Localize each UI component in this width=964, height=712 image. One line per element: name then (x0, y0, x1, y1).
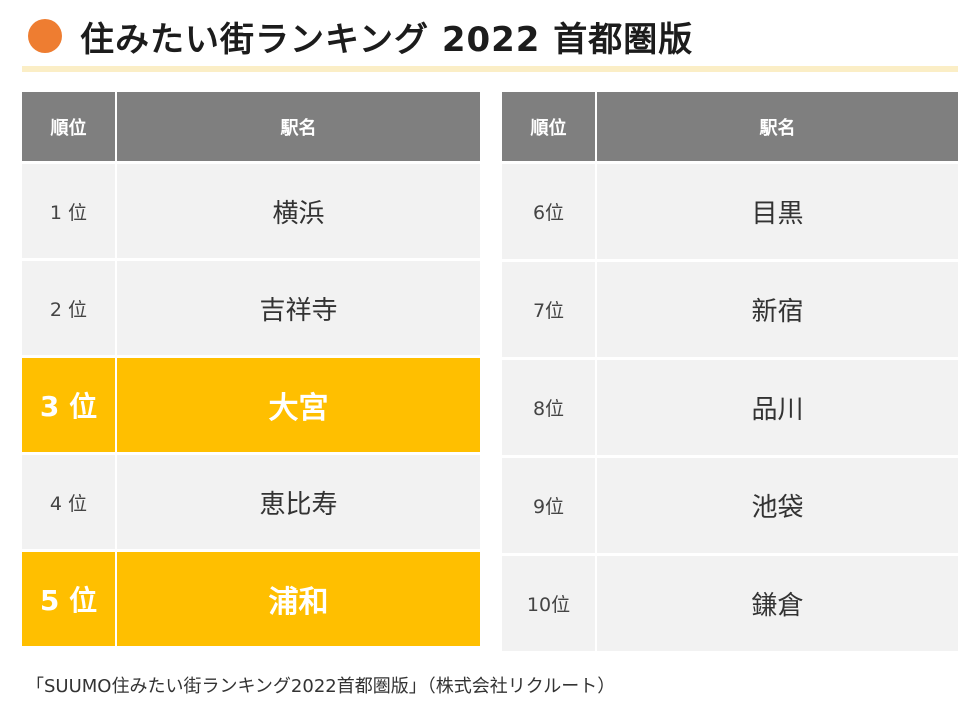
station-cell: 横浜 (115, 164, 480, 261)
page-title: 住みたい街ランキング 2022 首都圏版 (80, 19, 694, 60)
table-row: 1 位 横浜 (22, 164, 480, 261)
table-row: 3 位 大宮 (22, 358, 480, 455)
rank-cell: 10位 (502, 556, 595, 654)
station-cell: 鎌倉 (595, 556, 958, 654)
table-header-row: 順位 駅名 (22, 92, 480, 164)
station-cell: 浦和 (115, 552, 480, 649)
title-underline (22, 66, 958, 72)
station-cell: 大宮 (115, 358, 480, 455)
rank-cell: 1 位 (22, 164, 115, 261)
rank-cell: 3 位 (22, 358, 115, 455)
page-header: 住みたい街ランキング 2022 首都圏版 (28, 8, 693, 64)
station-cell: 新宿 (595, 262, 958, 360)
source-caption: 「SUUMO住みたい街ランキング2022首都圏版」（株式会社リクルート） (26, 676, 616, 697)
table-header-row: 順位 駅名 (502, 92, 958, 164)
table-row: 2 位 吉祥寺 (22, 261, 480, 358)
rank-cell: 6位 (502, 164, 595, 262)
table-row: 6位 目黒 (502, 164, 958, 262)
rank-column-header: 順位 (22, 92, 115, 164)
station-column-header: 駅名 (115, 92, 480, 164)
table-row: 10位 鎌倉 (502, 556, 958, 654)
station-cell: 池袋 (595, 458, 958, 556)
table-row: 8位 品川 (502, 360, 958, 458)
table-row: 7位 新宿 (502, 262, 958, 360)
rank-cell: 2 位 (22, 261, 115, 358)
station-cell: 目黒 (595, 164, 958, 262)
rank-cell: 5 位 (22, 552, 115, 649)
station-cell: 品川 (595, 360, 958, 458)
orange-circle-icon (28, 19, 62, 53)
table-row: 5 位 浦和 (22, 552, 480, 649)
rank-column-header: 順位 (502, 92, 595, 164)
station-cell: 吉祥寺 (115, 261, 480, 358)
station-column-header: 駅名 (595, 92, 958, 164)
rank-cell: 4 位 (22, 455, 115, 552)
table-row: 4 位 恵比寿 (22, 455, 480, 552)
ranking-table-left: 順位 駅名 1 位 横浜 2 位 吉祥寺 3 位 大宮 4 位 恵比寿 5 位 … (22, 92, 480, 649)
rank-cell: 7位 (502, 262, 595, 360)
station-cell: 恵比寿 (115, 455, 480, 552)
rank-cell: 9位 (502, 458, 595, 556)
rank-cell: 8位 (502, 360, 595, 458)
table-row: 9位 池袋 (502, 458, 958, 556)
ranking-table-right: 順位 駅名 6位 目黒 7位 新宿 8位 品川 9位 池袋 10位 鎌倉 (502, 92, 958, 654)
